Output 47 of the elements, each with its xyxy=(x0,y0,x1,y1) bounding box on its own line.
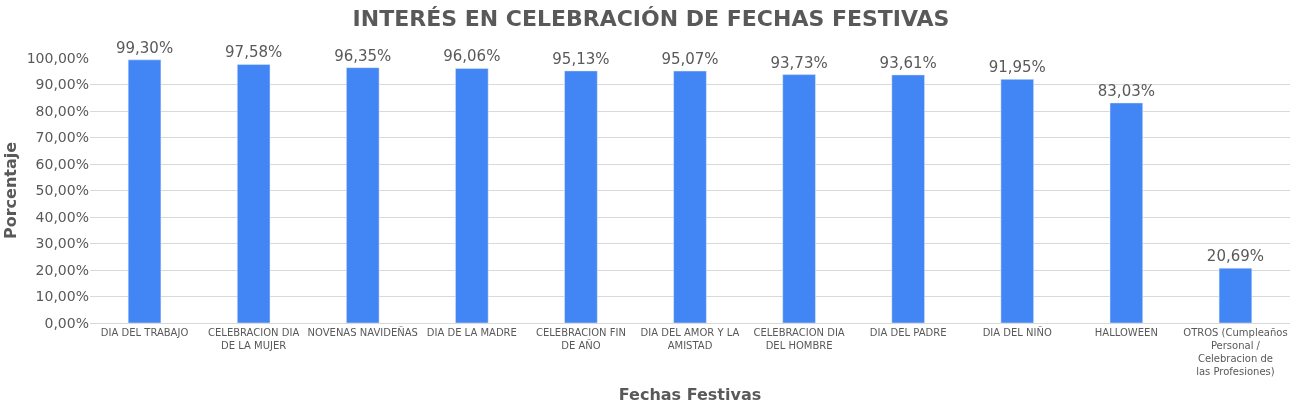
data-label: 93,73% xyxy=(770,53,828,72)
bar xyxy=(455,68,489,323)
y-tick-label: 10,00% xyxy=(35,288,89,305)
x-tick-label: DIA DEL NIÑO xyxy=(982,326,1053,338)
y-tick-label: 60,00% xyxy=(35,155,89,172)
x-tick-label: DIA DEL PADRE xyxy=(869,327,947,338)
chart-title: INTERÉS EN CELEBRACIÓN DE FECHAS FESTIVAS xyxy=(352,5,950,31)
y-tick-label: 30,00% xyxy=(35,235,89,252)
y-tick-label: 90,00% xyxy=(35,76,89,93)
x-tick-label: OTROS (Cumpleaños Personal / Celebracion de las Profesiones) xyxy=(1183,327,1288,377)
data-label: 91,95% xyxy=(988,58,1046,77)
x-tick-label: CELEBRACION DIA DEL HOMBRE xyxy=(753,327,845,351)
data-label: 83,03% xyxy=(1097,81,1155,100)
bar xyxy=(1218,267,1253,323)
bar xyxy=(1109,102,1143,323)
bar xyxy=(237,64,271,323)
x-tick-label: CELEBRACION DIA DE LA MUJER xyxy=(208,327,300,351)
y-tick-label: 70,00% xyxy=(35,129,89,146)
x-axis-title: Fechas Festivas xyxy=(618,384,762,404)
bar xyxy=(564,70,598,323)
bar xyxy=(782,74,816,323)
data-label: 97,58% xyxy=(225,43,283,62)
x-tick-label: CELEBRACION FIN DE AÑO xyxy=(535,327,626,351)
data-label: 20,69% xyxy=(1206,247,1265,266)
bar xyxy=(891,74,925,323)
x-tick-label: DIA DEL AMOR Y LA AMISTAD xyxy=(640,327,740,351)
data-label: 95,13% xyxy=(552,49,610,68)
x-tick-label: DIA DEL TRABAJO xyxy=(100,327,189,338)
y-tick-label: 40,00% xyxy=(35,208,89,225)
data-label: 99,30% xyxy=(115,38,174,57)
data-label: 95,07% xyxy=(661,50,719,69)
y-tick-label: 50,00% xyxy=(35,182,89,199)
y-tick-label: 0,00% xyxy=(44,314,89,331)
y-tick-label: 80,00% xyxy=(35,102,89,119)
bar xyxy=(127,59,162,323)
y-axis-title: Porcentaje xyxy=(0,141,20,240)
data-label: 93,61% xyxy=(879,53,937,72)
x-tick-label: DIA DE LA MADRE xyxy=(426,327,517,338)
bar xyxy=(346,67,380,323)
data-label: 96,06% xyxy=(443,47,501,66)
x-tick-label: HALLOWEEN xyxy=(1094,327,1158,338)
y-tick-label: 20,00% xyxy=(35,261,89,278)
data-label: 96,35% xyxy=(334,46,392,65)
x-tick-label: NOVENAS NAVIDEÑAS xyxy=(307,326,418,338)
y-tick-label: 100,00% xyxy=(26,49,89,66)
bar xyxy=(1000,79,1034,323)
bar xyxy=(673,70,707,323)
